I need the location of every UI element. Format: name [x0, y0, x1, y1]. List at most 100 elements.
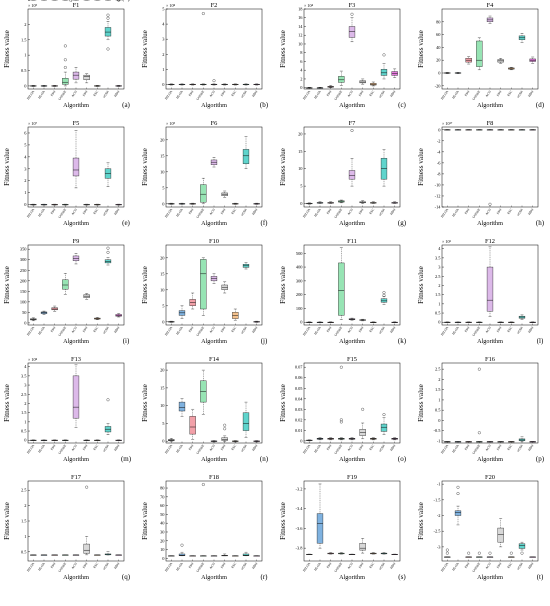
box-pso — [189, 409, 196, 440]
y-tick-label: 0 — [24, 438, 27, 443]
x-tick-label: IHLOA — [440, 325, 450, 336]
box-sgsk — [518, 541, 526, 555]
x-tick-label: IHLOA — [164, 561, 174, 572]
x-tick-label: HLOA — [175, 325, 184, 335]
x-tick-label: PSO — [50, 325, 57, 333]
box-hbo — [391, 201, 398, 204]
box-iqr — [380, 69, 388, 76]
y-tick-label: 10 — [298, 166, 303, 171]
box-sso — [83, 73, 90, 84]
y-tick-label: 0.02 — [295, 417, 303, 422]
subplot-f11: F11 0 100 200 300 400 500 Fitness value IHLOA HLO… — [279, 238, 407, 345]
y-tick-label: 2.5 — [21, 488, 27, 493]
box-esc — [94, 439, 101, 441]
x-tick-label: PSO — [464, 325, 471, 333]
box-sgsk — [380, 291, 388, 305]
y-tick-label: 1 — [24, 419, 26, 424]
x-axis-label: Algorithm — [201, 574, 227, 581]
x-tick-label: HLOA — [37, 325, 46, 335]
subplot-title: F17 — [71, 474, 82, 481]
panel-label: (p) — [536, 455, 545, 463]
box-sso — [221, 553, 228, 557]
x-tick-label: ESC — [506, 89, 513, 97]
box-sso — [83, 485, 90, 556]
box-hloa — [316, 321, 324, 323]
box-aco — [348, 128, 356, 187]
x-tick-label: HBO — [389, 443, 397, 452]
box-ihloa — [30, 85, 37, 87]
box-hloa — [316, 483, 324, 549]
box-sso — [359, 200, 366, 204]
x-tick-label: ACO — [485, 325, 493, 334]
box-sgsk — [104, 246, 112, 266]
x-tick-label: GOOSE — [334, 444, 344, 455]
x-tick-label: ACO — [485, 89, 493, 98]
box-iqr — [359, 543, 366, 551]
x-tick-label: GOOSE — [472, 90, 482, 101]
y-tick-label: 15 — [160, 271, 165, 276]
x-tick-label: HLOA — [37, 443, 46, 453]
x-tick-label: GOOSE — [334, 208, 344, 219]
y-tick-label: 5 — [162, 185, 165, 190]
y-tick-label: 0.03 — [295, 407, 303, 412]
x-tick-label: IHLOA — [26, 207, 36, 218]
outlier-point — [63, 65, 67, 69]
x-tick-label: ACO — [71, 443, 79, 452]
x-tick-label: HLOA — [37, 207, 46, 217]
y-tick-label: 80 — [436, 19, 441, 24]
outlier-point — [106, 250, 110, 254]
axis-multiplier: × 10⁴ — [304, 3, 314, 8]
x-tick-label: HLOA — [175, 207, 184, 217]
outlier-point — [339, 420, 343, 424]
panel-label: (e) — [122, 219, 130, 227]
y-tick-label: 100 — [296, 306, 303, 311]
box-sgsk — [242, 262, 250, 270]
box-sgsk — [242, 401, 250, 438]
y-tick-label: 100 — [20, 299, 27, 304]
box-goose — [476, 367, 483, 443]
x-tick-label: ESC — [92, 325, 99, 333]
y-axis-label: Fitness value — [141, 148, 149, 186]
x-tick-label: HLOA — [313, 325, 322, 335]
y-tick-label: 16 — [298, 15, 303, 20]
box-pso — [465, 129, 472, 131]
box-sgsk — [104, 398, 112, 435]
x-tick-label: ESC — [92, 443, 99, 451]
x-tick-label: GOOSE — [196, 90, 206, 101]
x-tick-label: IHLOA — [302, 207, 312, 218]
x-tick-label: SSO — [220, 561, 227, 569]
y-tick-label: 1 — [438, 397, 440, 402]
subplot-title: F14 — [209, 356, 220, 363]
y-tick-label: 10 — [298, 41, 303, 46]
x-tick-label: IHLOA — [26, 325, 36, 336]
box-sgsk — [380, 413, 388, 435]
subplot-title: F13 — [71, 356, 81, 363]
box-iqr — [518, 543, 526, 549]
outlier-point — [350, 12, 354, 16]
x-tick-label: ESC — [368, 207, 375, 215]
y-tick-label: 15 — [298, 149, 303, 154]
x-tick-label: ACO — [347, 207, 355, 216]
x-tick-label: IHLOA — [26, 443, 36, 454]
panel-label: (l) — [537, 337, 544, 345]
y-tick-label: 1 — [24, 190, 26, 195]
y-tick-label: 5 — [162, 303, 165, 308]
x-tick-label: GOOSE — [472, 326, 482, 337]
axis-multiplier: × 10⁷ — [28, 121, 38, 126]
box-pso — [465, 321, 472, 323]
x-axis-label: Algorithm — [339, 220, 365, 227]
box-esc — [370, 321, 377, 323]
y-tick-label: 0.01 — [295, 428, 303, 433]
box-iqr — [454, 510, 462, 516]
x-tick-label: sGSK — [378, 561, 386, 570]
box-aco — [210, 157, 218, 168]
y-axis-label: Fitness value — [3, 384, 11, 422]
x-tick-label: SSO — [358, 561, 365, 569]
x-tick-label: HLOA — [175, 561, 184, 571]
y-tick-label: -3.4 — [296, 506, 304, 511]
outlier-point — [477, 551, 481, 555]
x-tick-label: HLOA — [313, 443, 322, 453]
plot-frame — [441, 480, 539, 562]
y-tick-label: 1.5 — [21, 410, 27, 415]
box-pso — [51, 203, 58, 206]
